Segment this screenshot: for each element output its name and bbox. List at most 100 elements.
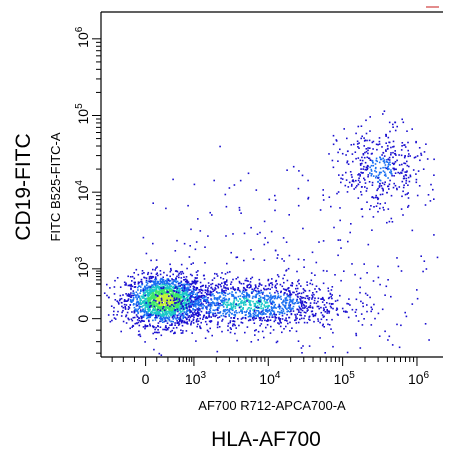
event-point (121, 311, 123, 314)
event-point (149, 323, 151, 326)
event-point (146, 305, 148, 307)
event-point (121, 305, 123, 308)
event-point (172, 296, 175, 298)
event-point (279, 296, 281, 299)
event-point (360, 171, 362, 174)
event-point (364, 186, 366, 188)
event-point (288, 290, 291, 292)
event-point (206, 329, 209, 332)
event-point (168, 288, 171, 291)
event-point (233, 184, 236, 186)
event-point (354, 273, 356, 276)
event-point (183, 311, 186, 313)
event-point (221, 291, 223, 294)
event-point (216, 273, 218, 275)
event-point (224, 308, 227, 311)
event-point (182, 317, 184, 320)
event-point (292, 308, 294, 310)
event-point (206, 323, 208, 326)
event-point (207, 297, 209, 299)
event-point (370, 173, 373, 175)
event-point (230, 307, 232, 310)
event-point (146, 287, 149, 290)
event-point (176, 316, 179, 319)
event-point (260, 317, 262, 319)
event-point (136, 316, 139, 318)
event-point (186, 281, 188, 284)
event-point (282, 277, 284, 280)
event-point (286, 299, 289, 301)
event-point (312, 313, 314, 316)
event-point (402, 186, 405, 189)
event-point (179, 310, 182, 312)
event-point (200, 302, 203, 304)
event-point (195, 314, 198, 316)
event-point (157, 281, 160, 283)
event-point (186, 294, 188, 296)
event-point (206, 298, 209, 301)
event-point (124, 284, 126, 286)
event-point (149, 306, 151, 308)
event-point (156, 314, 159, 316)
event-point (376, 160, 378, 163)
event-point (316, 305, 319, 308)
event-point (303, 305, 305, 307)
event-point (188, 305, 191, 307)
event-point (166, 302, 168, 304)
event-point (369, 116, 371, 118)
event-point (416, 194, 419, 197)
event-point (264, 306, 267, 309)
event-point (198, 312, 200, 314)
event-point (377, 177, 379, 179)
event-point (154, 284, 157, 286)
event-point (418, 147, 421, 149)
event-point (195, 281, 198, 283)
event-point (157, 300, 160, 302)
event-point (377, 210, 379, 213)
event-point (183, 288, 186, 290)
event-point (183, 276, 185, 278)
event-point (172, 286, 175, 289)
event-point (198, 309, 201, 312)
event-point (327, 290, 330, 292)
event-point (377, 143, 379, 146)
event-point (273, 301, 275, 304)
event-point (364, 168, 366, 171)
event-point (300, 305, 303, 308)
event-point (241, 322, 244, 324)
event-point (252, 295, 254, 298)
event-point (191, 315, 194, 317)
event-point (403, 144, 405, 146)
event-point (386, 221, 388, 224)
event-point (281, 331, 283, 334)
event-point (227, 299, 230, 302)
event-point (242, 282, 245, 285)
event-point (162, 291, 165, 294)
event-point (383, 174, 386, 177)
event-point (274, 306, 276, 309)
event-point (174, 306, 177, 308)
event-point (140, 315, 142, 318)
event-point (179, 291, 181, 293)
event-point (189, 289, 192, 291)
event-point (167, 304, 169, 306)
event-point (202, 294, 204, 297)
event-point (186, 321, 188, 323)
event-point (317, 297, 320, 300)
event-point (208, 315, 211, 318)
event-point (146, 317, 148, 320)
event-point (392, 123, 394, 126)
event-point (271, 301, 274, 304)
event-point (221, 292, 223, 295)
event-point (261, 330, 264, 333)
event-point (181, 296, 184, 299)
event-point (290, 293, 293, 296)
event-point (171, 295, 174, 298)
event-point (142, 320, 144, 322)
event-point (154, 280, 157, 282)
event-point (284, 319, 286, 322)
event-point (307, 179, 309, 182)
event-point (377, 174, 380, 177)
event-point (230, 283, 232, 285)
event-point (385, 142, 387, 144)
